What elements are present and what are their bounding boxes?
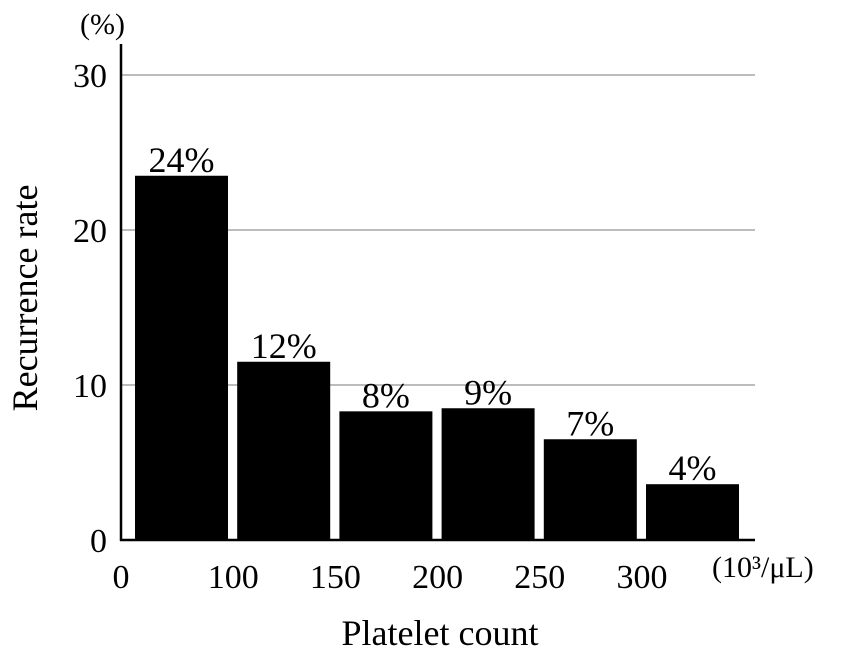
- x-tick-label: 250: [514, 559, 565, 596]
- bar: [441, 408, 535, 540]
- x-axis-title: Platelet count: [342, 613, 539, 653]
- y-tick-label: 20: [73, 213, 107, 250]
- y-tick-labels: 0 10 20 30: [73, 58, 107, 560]
- bar-value-label: 12%: [251, 326, 317, 366]
- x-tick-label: 200: [412, 559, 463, 596]
- bar: [135, 175, 228, 540]
- y-tick-label: 10: [73, 368, 107, 405]
- bar: [237, 361, 331, 540]
- x-tick-label: 100: [208, 559, 259, 596]
- y-tick-label: 0: [90, 523, 107, 560]
- x-tick-label: 0: [113, 559, 130, 596]
- x-tick-label: 150: [310, 559, 361, 596]
- bar-value-label: 9%: [464, 372, 512, 412]
- bar: [543, 439, 637, 540]
- bar-value-labels: 24% 12% 8% 9% 7% 4%: [149, 140, 717, 488]
- bar: [339, 411, 433, 540]
- x-unit-label: (10³/μL): [712, 551, 814, 584]
- axes: [119, 44, 755, 542]
- y-tick-label: 30: [73, 58, 107, 95]
- x-tick-label: 300: [617, 559, 668, 596]
- bar: [646, 484, 739, 540]
- y-axis-title: Recurrence rate: [5, 185, 45, 412]
- bar-value-label: 4%: [669, 448, 717, 488]
- bar-value-label: 7%: [566, 403, 614, 443]
- x-tick-labels: 0 100 150 200 250 300: [113, 559, 668, 596]
- y-unit-label: (%): [80, 8, 125, 41]
- bars: [135, 175, 739, 540]
- bar-value-label: 24%: [149, 140, 215, 180]
- bar-value-label: 8%: [362, 375, 410, 415]
